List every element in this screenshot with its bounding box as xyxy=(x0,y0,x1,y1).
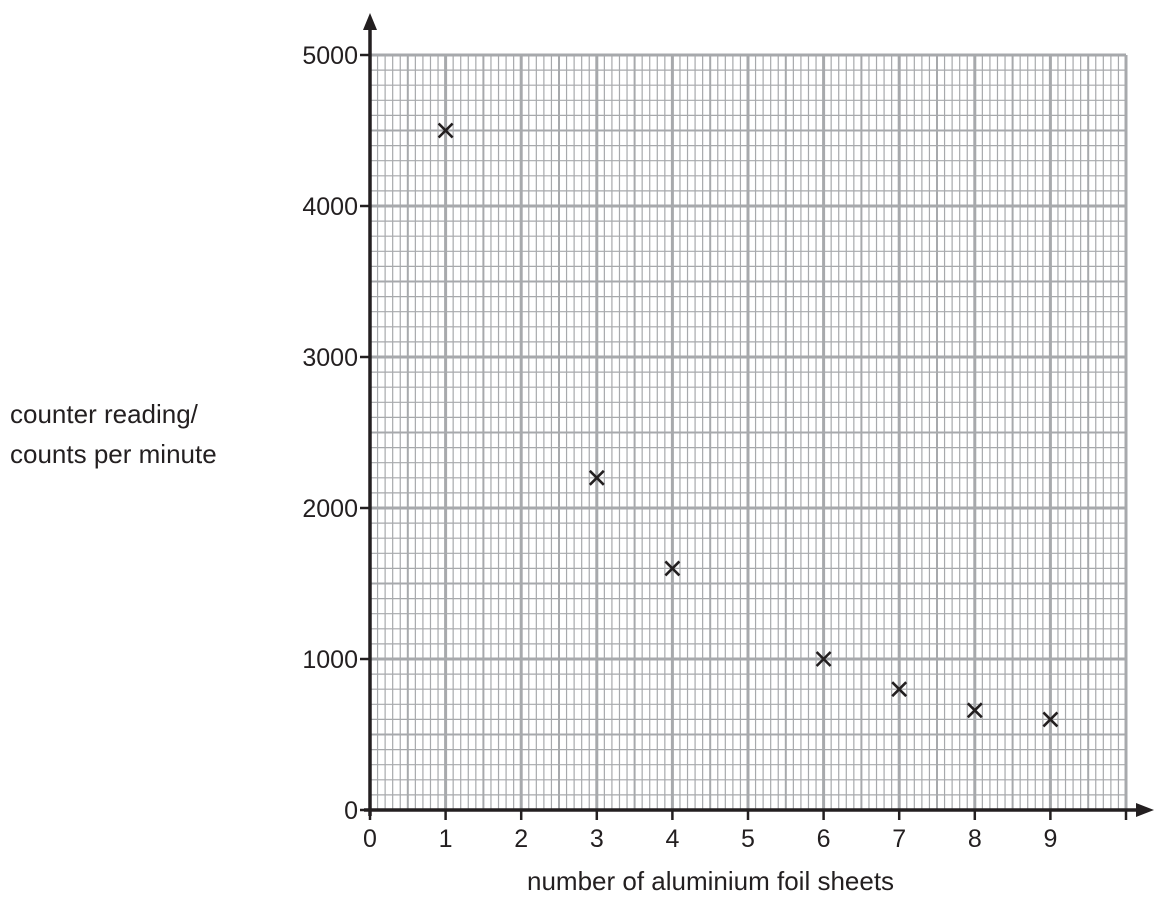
x-tick-label: 8 xyxy=(968,825,982,853)
x-tick-label: 7 xyxy=(892,825,906,853)
y-axis-label-line-2: counts per minute xyxy=(10,434,217,474)
y-tick-label: 3000 xyxy=(302,344,358,372)
x-axis-label: number of aluminium foil sheets xyxy=(527,866,894,897)
x-tick-label: 6 xyxy=(817,825,831,853)
x-tick-label: 5 xyxy=(741,825,755,853)
x-tick-label: 2 xyxy=(514,825,528,853)
y-axis-label: counter reading/ counts per minute xyxy=(10,394,217,474)
y-tick-label: 0 xyxy=(344,797,358,825)
x-tick-label: 4 xyxy=(665,825,679,853)
y-axis-label-line-1: counter reading/ xyxy=(10,394,217,434)
y-tick-label: 4000 xyxy=(302,193,358,221)
y-axis-arrow xyxy=(363,13,377,30)
y-tick-label: 5000 xyxy=(302,42,358,70)
x-axis-arrow xyxy=(1136,803,1154,817)
x-tick-label: 1 xyxy=(439,825,453,853)
y-tick-label: 1000 xyxy=(302,646,358,674)
x-tick-label: 9 xyxy=(1043,825,1057,853)
x-tick-label: 3 xyxy=(590,825,604,853)
x-tick-label: 0 xyxy=(363,825,377,853)
y-tick-label: 2000 xyxy=(302,495,358,523)
